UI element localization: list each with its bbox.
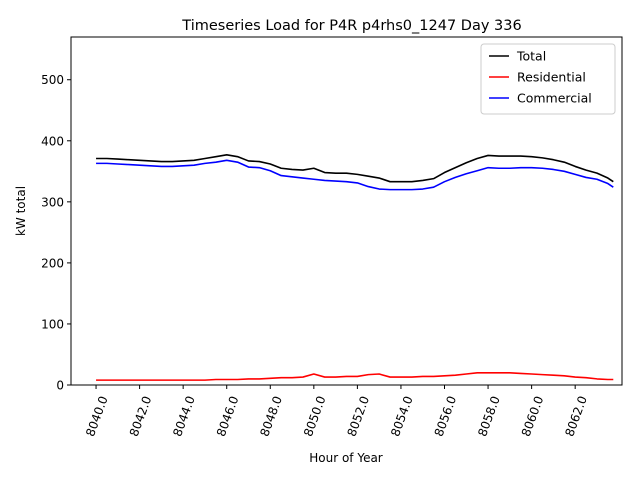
legend-box — [480, 43, 616, 115]
legend-label-total: Total — [516, 49, 546, 64]
y-tick-label: 500 — [41, 73, 64, 87]
chart-title: Timeseries Load for P4R p4rhs0_1247 Day … — [181, 18, 521, 34]
legend-label-residential: Residential — [517, 70, 586, 85]
y-tick-label: 100 — [41, 317, 64, 331]
series-line-commercial — [96, 159, 614, 191]
y-tick-label: 0 — [56, 379, 64, 393]
legend-label-commercial: Commercial — [517, 91, 592, 106]
y-axis-title: kW total — [14, 186, 28, 236]
x-axis-title: Hour of Year — [309, 451, 383, 465]
legend: Total Residential Commercial — [480, 43, 616, 115]
y-tick-label: 400 — [41, 134, 64, 148]
y-tick-label: 200 — [41, 256, 64, 270]
series-line-residential — [96, 371, 614, 381]
series-line-total — [96, 154, 614, 183]
plot-frame — [70, 36, 623, 386]
y-tick-label: 300 — [41, 195, 64, 209]
